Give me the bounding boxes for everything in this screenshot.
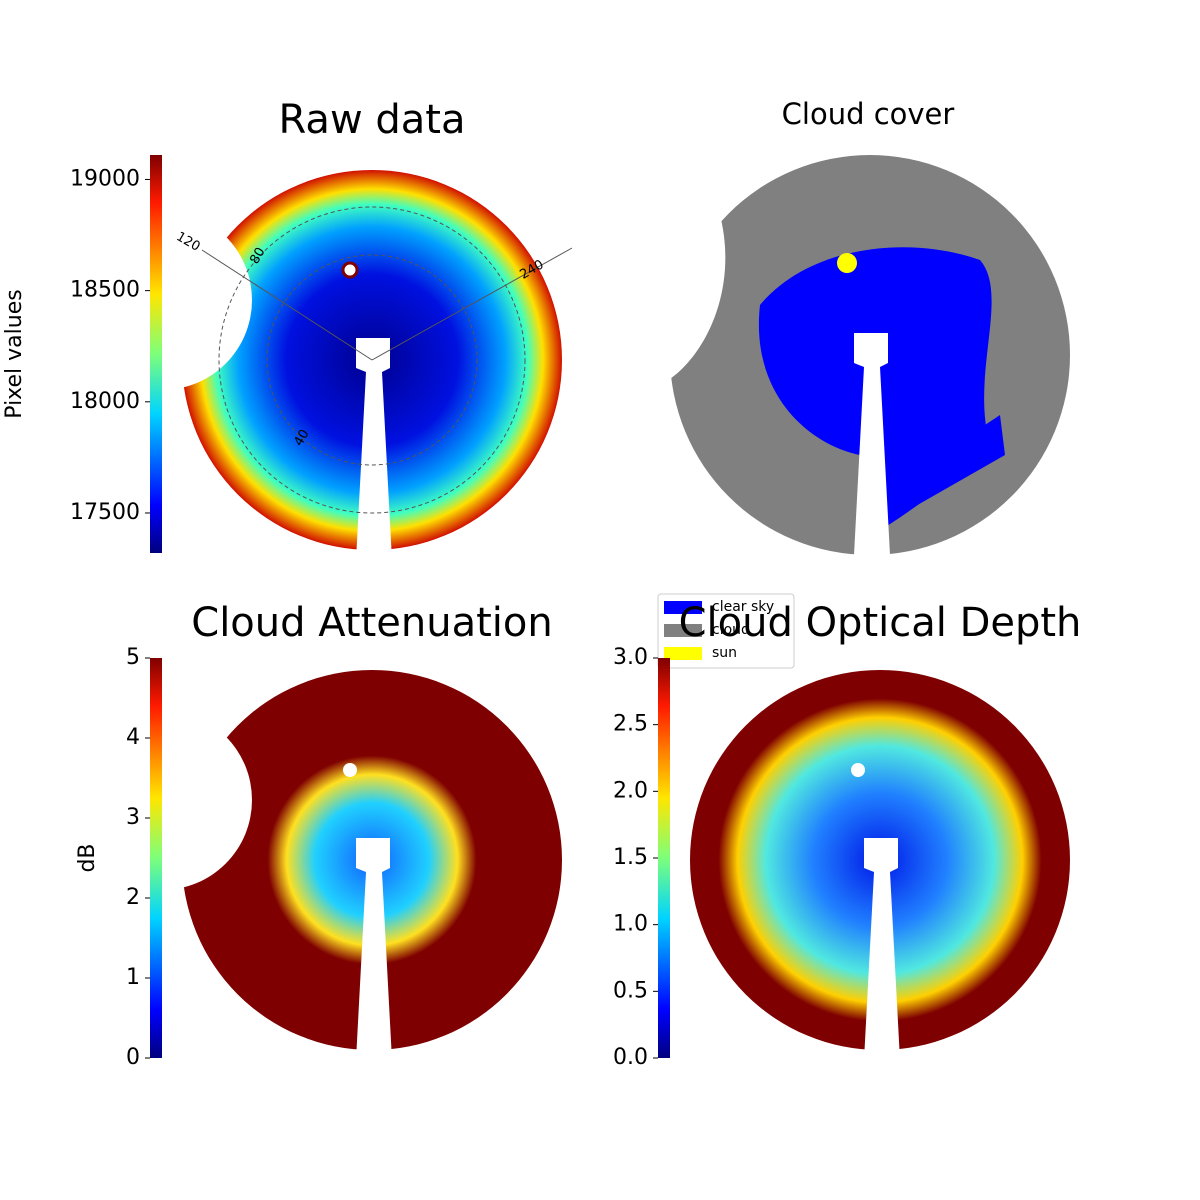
azimuth-line <box>371 247 573 361</box>
sun <box>837 253 857 273</box>
colorbar <box>658 658 670 1058</box>
clear-sky-region <box>900 415 1005 515</box>
azimuth-line <box>201 249 373 361</box>
tick-label: 0.0 <box>613 1045 648 1070</box>
tick-label: 2 <box>126 885 140 910</box>
tick-label: 0 <box>126 1045 140 1070</box>
sun-mask <box>343 763 357 777</box>
legend-swatch <box>664 624 702 637</box>
tick-label: 3 <box>126 805 140 830</box>
tick-label: 1.5 <box>613 845 648 870</box>
colorbar <box>150 658 162 1058</box>
tick-label: 4 <box>126 725 140 750</box>
legend-label: clear sky <box>712 599 774 615</box>
sun-mask <box>851 763 865 777</box>
sky-image <box>72 670 562 1060</box>
tick-label: 17500 <box>70 500 140 525</box>
legend: clear sky cloud sun <box>657 593 795 669</box>
sky-image <box>660 155 1070 555</box>
colorbar <box>150 155 162 553</box>
panel-title: Raw data <box>279 97 466 143</box>
tick-label: 2.5 <box>613 712 648 737</box>
tick-label: 18000 <box>70 389 140 414</box>
legend-swatch <box>664 601 702 614</box>
mask <box>660 215 726 385</box>
sun-mask <box>341 261 359 279</box>
legend-label: cloud <box>712 622 750 638</box>
colorbar-label: dB <box>75 843 100 872</box>
panel-title: Cloud Attenuation <box>191 600 552 646</box>
angle-label: 40 <box>291 427 312 449</box>
grid-ring <box>218 206 526 514</box>
shadow-band <box>356 838 392 1060</box>
legend-swatch <box>664 647 702 660</box>
tick-label: 1.0 <box>613 912 648 937</box>
tick-label: 1 <box>126 965 140 990</box>
angle-label: 80 <box>247 245 268 267</box>
shadow-band <box>864 838 900 1060</box>
colorbar-label: Pixel values <box>2 289 27 418</box>
tick-label: 18500 <box>70 278 140 303</box>
legend-label: sun <box>712 645 737 661</box>
sky-image <box>690 670 1070 1060</box>
tick-label: 0.5 <box>613 978 648 1003</box>
tick-label: 5 <box>126 645 140 670</box>
tick-label: 19000 <box>70 166 140 191</box>
grid-ring <box>266 254 478 466</box>
shadow-band <box>854 333 890 555</box>
tick-label: 3.0 <box>613 645 648 670</box>
shadow-band <box>356 338 392 560</box>
tick-label: 2.0 <box>613 778 648 803</box>
panel-title: Cloud Optical Depth <box>679 600 1082 646</box>
panel-title: Cloud cover <box>782 97 955 131</box>
